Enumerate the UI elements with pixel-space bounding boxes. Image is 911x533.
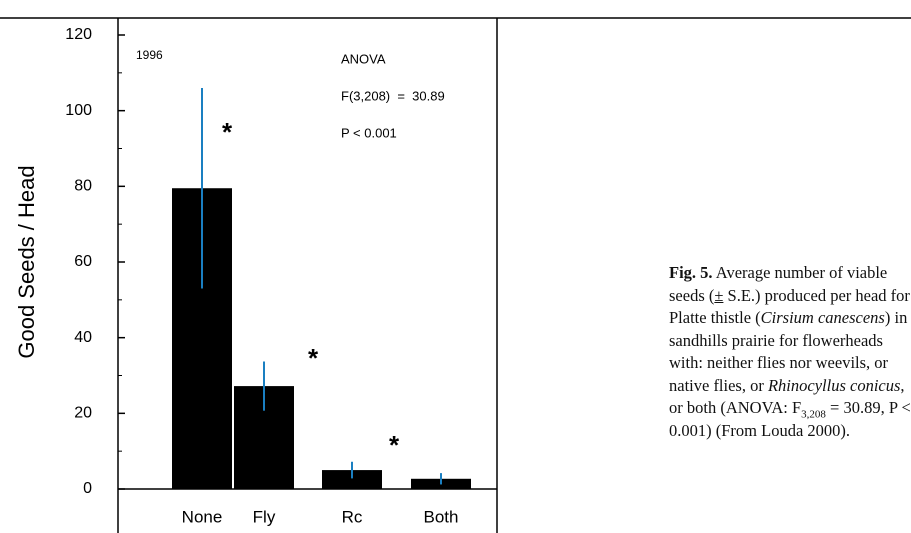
- x-tick-label: Fly: [253, 507, 276, 526]
- y-axis-label: Good Seeds / Head: [14, 165, 39, 358]
- caption-text: S.E.) produced per head for Platte thist…: [669, 285, 910, 328]
- y-tick-label: 40: [74, 329, 92, 346]
- y-tick-label: 20: [74, 405, 92, 422]
- caption-text: Average number of viable seeds (: [669, 263, 888, 305]
- bar: [322, 470, 382, 489]
- caption: Fig. 5. Average number of viable seeds (…: [669, 262, 911, 442]
- caption-species: Rhinocyllus conicus: [767, 375, 901, 395]
- x-tick-label: Rc: [342, 507, 363, 526]
- f-stat: F(3,208) = 30.89: [341, 88, 445, 103]
- asterisk: *: [308, 343, 319, 373]
- caption-text: = 30.89, P < 0.001) (From Louda 2000).: [669, 398, 911, 440]
- y-tick-label: 120: [65, 26, 92, 43]
- caption-subscript: 3,208: [801, 408, 826, 421]
- caption-text: ) in sandhills prairie for flowerheads w…: [669, 308, 908, 395]
- x-tick-label: None: [182, 507, 223, 526]
- caption-species: Cirsium canescens: [760, 308, 885, 327]
- y-tick-label: 60: [74, 253, 92, 270]
- y-tick-label: 0: [83, 480, 92, 497]
- y-tick-label: 100: [65, 102, 92, 119]
- x-tick-label: Both: [424, 507, 459, 526]
- caption-text: ±: [714, 285, 724, 305]
- y-tick-label: 80: [74, 178, 92, 195]
- year-label: 1996: [136, 48, 163, 62]
- caption-text: , or both (ANOVA: F: [669, 375, 905, 418]
- caption-label: Fig. 5.: [669, 263, 713, 282]
- anova-label: ANOVA: [341, 51, 386, 66]
- asterisk: *: [222, 117, 233, 147]
- asterisk: *: [389, 430, 400, 460]
- p-value: P < 0.001: [341, 125, 397, 140]
